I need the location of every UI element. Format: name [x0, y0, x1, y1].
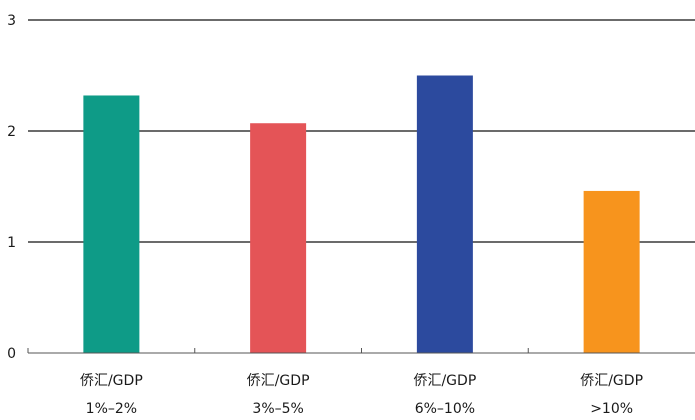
bar-4: [583, 190, 640, 353]
category-label: 侨汇/GDP: [580, 373, 643, 389]
y-tick-label: 2: [7, 124, 16, 140]
bars: [83, 75, 640, 353]
bar-1: [83, 95, 140, 353]
y-tick-labels: 0 1 2 3: [7, 13, 16, 362]
y-tick-label: 0: [7, 346, 16, 362]
y-tick-label: 1: [7, 235, 16, 251]
category-labels: 侨汇/GDP 1%–2% 侨汇/GDP 3%–5% 侨汇/GDP 6%–10% 侨汇/GDP…: [80, 373, 643, 417]
x-axis: [27, 348, 695, 354]
bar-2: [250, 123, 307, 353]
category-label: 侨汇/GDP: [413, 373, 476, 389]
category-sublabel: >10%: [590, 401, 633, 417]
category-sublabel: 6%–10%: [415, 401, 475, 417]
category-label: 侨汇/GDP: [247, 373, 310, 389]
category-sublabel: 3%–5%: [252, 401, 303, 417]
category-sublabel: 1%–2%: [86, 401, 137, 417]
bar-3: [416, 75, 473, 353]
y-tick-label: 3: [7, 13, 16, 29]
category-label: 侨汇/GDP: [80, 373, 143, 389]
